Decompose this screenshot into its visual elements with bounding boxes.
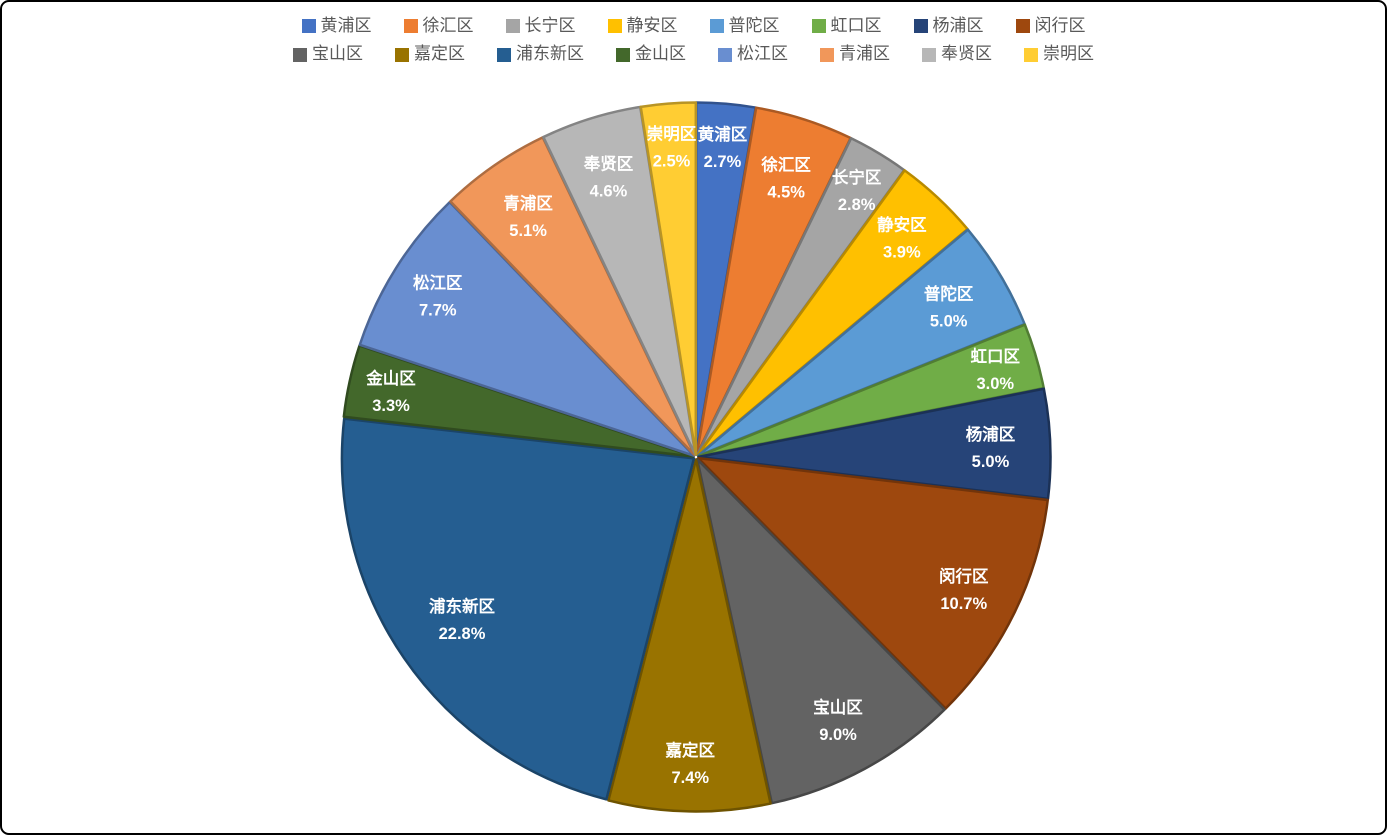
legend-label: 崇明区	[1043, 44, 1094, 64]
legend-marker-icon	[1015, 19, 1030, 34]
legend-label: 嘉定区	[414, 44, 465, 64]
legend-item-7: 闵行区	[1015, 16, 1086, 36]
legend-label: 徐汇区	[422, 16, 474, 35]
legend-item-3: 静安区	[607, 16, 678, 36]
legend-marker-icon	[505, 19, 520, 34]
legend-marker-icon	[913, 19, 928, 34]
pie-label-6: 杨浦区 5.0%	[966, 424, 1016, 471]
pie-label-15: 崇明区 2.5%	[647, 125, 697, 171]
pie-label-12: 松江区 7.7%	[413, 272, 463, 319]
legend-marker-icon	[301, 19, 316, 34]
legend-item-8: 宝山区	[293, 44, 363, 64]
legend-item-9: 嘉定区	[395, 44, 465, 64]
legend: 黄浦区 徐汇区 长宁区 静安区 普陀区 虹口区 杨浦区 闵行区宝山区 嘉定区 浦东新区 金山区 松江区…	[2, 16, 1385, 65]
legend-label: 杨浦区	[932, 16, 984, 35]
pie-slice-12	[358, 200, 696, 457]
legend-item-6: 杨浦区	[913, 16, 984, 36]
legend-row-1: 黄浦区 徐汇区 长宁区 静安区 普陀区 虹口区 杨浦区 闵行区	[301, 16, 1086, 36]
legend-label: 浦东新区	[516, 44, 584, 64]
legend-label: 松江区	[737, 44, 788, 64]
pie-slice-9	[607, 458, 772, 813]
legend-label: 长宁区	[524, 16, 576, 35]
legend-label: 普陀区	[728, 16, 780, 35]
legend-item-5: 虹口区	[811, 16, 882, 36]
legend-item-13: 青浦区	[820, 44, 890, 64]
pie-label-3: 静安区 3.9%	[877, 214, 927, 261]
legend-marker-icon	[293, 47, 307, 62]
legend-marker-icon	[709, 19, 724, 34]
pie-label-2: 长宁区 2.8%	[832, 167, 882, 214]
pie-label-8: 宝山区 9.0%	[813, 697, 863, 744]
legend-label: 虹口区	[830, 16, 882, 35]
legend-marker-icon	[616, 47, 630, 62]
pie-slice-10	[340, 417, 696, 801]
legend-item-12: 松江区	[718, 44, 788, 64]
legend-item-1: 徐汇区	[403, 16, 474, 36]
legend-item-15: 崇明区	[1024, 44, 1094, 64]
pie-label-9: 嘉定区 7.4%	[665, 740, 715, 787]
pie-label-5: 虹口区 3.0%	[971, 347, 1021, 393]
pie-label-11: 金山区 3.3%	[365, 368, 416, 415]
legend-label: 宝山区	[312, 44, 363, 64]
legend-marker-icon	[718, 47, 732, 62]
legend-item-10: 浦东新区	[497, 44, 584, 64]
pie-label-0: 黄浦区 2.7%	[698, 124, 748, 171]
legend-label: 金山区	[635, 44, 686, 64]
legend-label: 奉贤区	[941, 44, 992, 64]
pie-slice-6	[697, 387, 1052, 501]
pie-label-4: 普陀区 5.0%	[924, 283, 974, 330]
legend-marker-icon	[811, 19, 826, 34]
pie-label-14: 奉贤区 4.6%	[583, 154, 634, 201]
legend-item-0: 黄浦区	[301, 16, 372, 36]
legend-marker-icon	[1024, 47, 1038, 62]
pie-label-1: 徐汇区 4.5%	[760, 154, 811, 201]
legend-item-2: 长宁区	[505, 16, 576, 36]
pie-label-7: 闵行区 10.7%	[939, 566, 989, 613]
legend-item-14: 奉贤区	[922, 44, 992, 64]
legend-label: 青浦区	[839, 44, 890, 64]
legend-marker-icon	[497, 47, 511, 62]
legend-marker-icon	[395, 47, 409, 62]
legend-item-4: 普陀区	[709, 16, 780, 36]
legend-marker-icon	[820, 47, 834, 62]
legend-marker-icon	[922, 47, 936, 62]
legend-label: 静安区	[626, 16, 678, 35]
legend-row-2: 宝山区 嘉定区 浦东新区 金山区 松江区 青浦区 奉贤区 崇明区	[293, 44, 1094, 64]
legend-marker-icon	[607, 19, 622, 34]
legend-label: 闵行区	[1034, 16, 1086, 35]
legend-item-11: 金山区	[616, 44, 686, 64]
pie-slice-8	[695, 457, 946, 805]
pie-slice-15	[639, 101, 698, 456]
pie-slice-7	[696, 456, 1049, 710]
legend-label: 黄浦区	[320, 16, 372, 35]
pie-label-10: 浦东新区 22.8%	[429, 596, 496, 643]
pie-label-13: 青浦区 5.1%	[503, 193, 553, 240]
legend-marker-icon	[403, 19, 418, 34]
